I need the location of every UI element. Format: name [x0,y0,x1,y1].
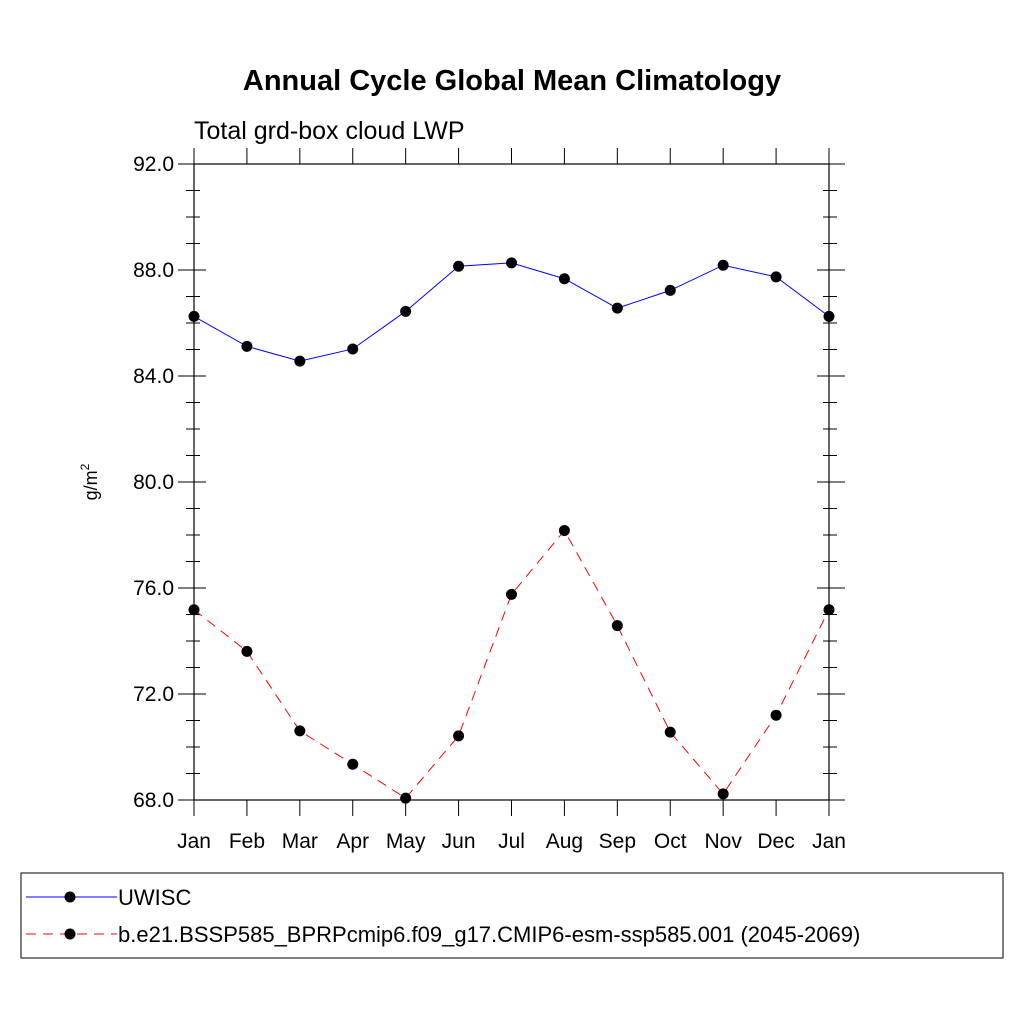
legend-box [20,872,1004,959]
data-point [664,284,676,296]
x-tick-label: Nov [704,830,742,853]
data-point [188,310,200,322]
y-tick-label: 92.0 [133,153,174,176]
data-point [770,709,782,721]
y-axis-label-superscript: 2 [78,463,92,470]
y-tick-label: 88.0 [133,259,174,282]
data-point [770,271,782,283]
legend-marker-uwisc [64,891,76,903]
data-point [347,343,359,355]
series-line-0 [193,262,830,362]
x-tick-label: Mar [282,830,318,853]
data-point [664,726,676,738]
data-point [294,725,306,737]
legend-marker-ssp585 [64,928,76,940]
data-point [400,305,412,317]
x-axis: Jan Feb Mar Apr May Jun Jul Aug Sep Oct Nov Dec Jan [177,148,846,853]
data-point [241,645,253,657]
x-tick-label: Jan [812,830,846,853]
x-tick-label: Aug [546,830,583,853]
data-point [188,604,200,616]
data-point [294,355,306,367]
y-tick-label: 76.0 [133,577,174,600]
data-point [453,260,465,272]
data-point [506,588,517,600]
data-point [400,792,412,804]
x-tick-label: Jul [498,830,525,853]
x-tick-label: Apr [336,830,369,853]
data-point [506,257,517,269]
data-point [453,730,465,742]
series-layer [188,257,835,804]
x-tick-label: Oct [654,830,687,853]
y-tick-label: 84.0 [133,365,174,388]
chart-subtitle: Total grd-box cloud LWP [194,117,465,145]
y-axis-label: g/m2 [78,463,101,500]
x-tick-label: Dec [757,830,794,853]
x-tick-label: Jun [442,830,476,853]
series-line-1 [193,529,830,799]
chart-title: Annual Cycle Global Mean Climatology [243,65,781,97]
data-point [717,788,729,800]
data-point [347,758,359,770]
y-axis-label-base: g/m [81,470,101,500]
legend-label-ssp585: b.e21.BSSP585_BPRPcmip6.f09_g17.CMIP6-es… [118,922,860,947]
data-point [558,524,570,536]
legend-entry-ssp585: b.e21.BSSP585_BPRPcmip6.f09_g17.CMIP6-es… [26,922,860,947]
data-point [611,302,623,314]
data-point [611,620,623,632]
data-point [823,310,835,322]
x-tick-label: Feb [229,830,265,853]
legend-label-uwisc: UWISC [118,885,191,910]
legend-entry-uwisc: UWISC [26,885,191,910]
y-tick-label: 80.0 [133,471,174,494]
data-point [823,604,835,616]
y-tick-label: 72.0 [133,683,174,706]
data-point [717,259,729,271]
y-axis: 92.0 88.0 84.0 80.0 76.0 72.0 68.0 [133,153,845,812]
data-point [241,340,253,352]
x-tick-label: Sep [599,830,636,853]
y-tick-label: 68.0 [133,789,174,812]
x-tick-label: May [386,830,426,853]
data-point [558,273,570,285]
x-tick-label: Jan [177,830,211,853]
